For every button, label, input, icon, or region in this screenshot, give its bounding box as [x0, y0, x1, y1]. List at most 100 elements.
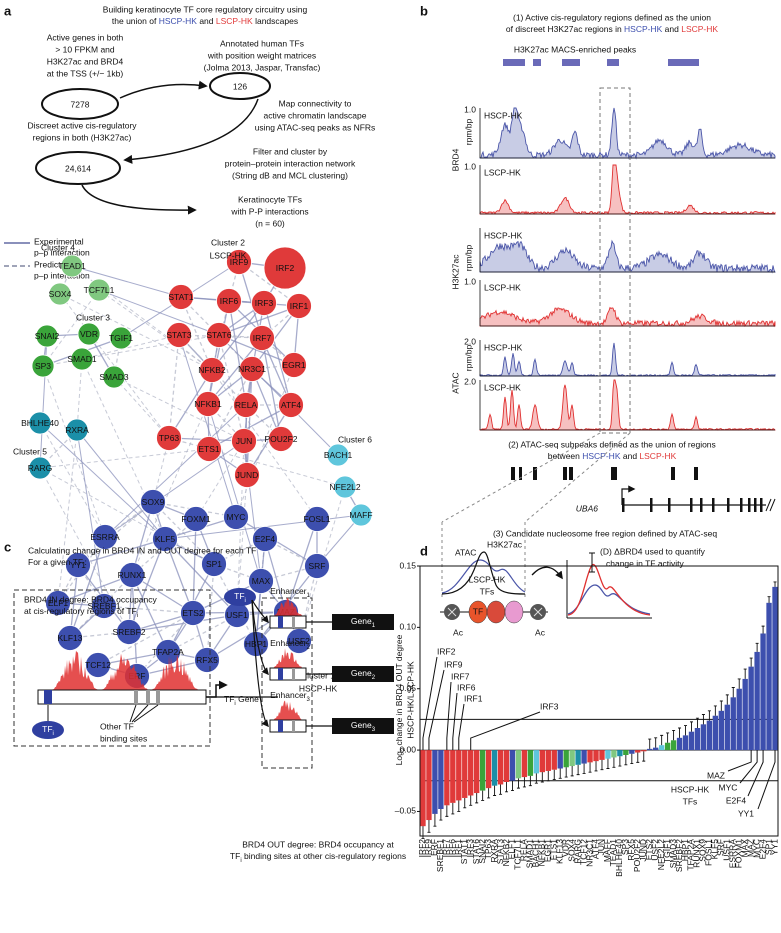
- count-ellipse: [209, 72, 271, 100]
- assay-label: H3K27ac: [450, 254, 460, 290]
- node-label: FOXM1: [181, 514, 211, 524]
- exon: [727, 498, 730, 512]
- network-edge: [164, 538, 238, 616]
- connector: [133, 704, 159, 723]
- network-edge: [207, 300, 230, 405]
- error-bar: [743, 668, 747, 679]
- locus: [37, 689, 207, 705]
- error-bar: [564, 767, 568, 778]
- dashed-box: [13, 589, 211, 747]
- node-label: FOSL1: [304, 514, 331, 524]
- tf-site: [278, 616, 283, 628]
- label-part: TF: [234, 591, 244, 601]
- y-tick-label: 0.10: [399, 622, 416, 632]
- label: p–p interaction: [34, 270, 90, 280]
- network-edge: [211, 369, 318, 520]
- cluster-label: Cluster 5: [13, 446, 47, 456]
- other-site: [156, 690, 160, 704]
- network-edge: [98, 289, 213, 371]
- bar: [694, 728, 701, 751]
- network-edge: [218, 334, 295, 366]
- network-node: [286, 293, 312, 319]
- x-tick-label: SREBF2: [674, 839, 684, 872]
- network-node: [102, 365, 126, 389]
- y-tick-label: 0.05: [399, 683, 416, 693]
- cluster-label: LSCP-HK: [210, 250, 247, 260]
- node-label: SRF: [309, 561, 326, 571]
- exon: [712, 498, 715, 512]
- network-edge: [192, 518, 197, 614]
- bar: [438, 750, 444, 809]
- network-node: [140, 489, 166, 515]
- bar: [551, 750, 557, 770]
- error-bar: [516, 778, 520, 789]
- track-scale: 1.0: [464, 104, 476, 114]
- node-label: IRF9: [230, 257, 249, 267]
- brd4-signal: [272, 648, 304, 668]
- node-label: TCF12: [85, 660, 111, 670]
- node-label: HBP1: [245, 639, 267, 649]
- bar: [754, 651, 760, 751]
- network-node: [304, 553, 330, 579]
- node-label: TGIF1: [109, 333, 133, 343]
- network-edge: [104, 404, 247, 538]
- bar: [700, 724, 707, 751]
- highlight-box: [599, 87, 631, 434]
- error-bar: [731, 687, 735, 698]
- label: TFi: [42, 724, 54, 736]
- label-part: Gene: [236, 694, 259, 704]
- annotation-leader: [428, 669, 445, 751]
- error-bar: [475, 793, 479, 804]
- error-bar: [755, 642, 759, 652]
- error-bar: [624, 755, 628, 766]
- peak-region: [562, 59, 580, 66]
- node-label: YY1: [70, 560, 86, 570]
- label-part: binding sites at other cis-regulatory re…: [242, 851, 406, 861]
- delta-red: [567, 564, 651, 616]
- x-tick-label: BHLHE40: [614, 839, 624, 877]
- error-bar: [713, 705, 717, 716]
- label-part: 3: [372, 727, 376, 733]
- network-edge: [57, 574, 133, 604]
- zoom-line: [441, 432, 601, 523]
- signal-area: [479, 306, 776, 328]
- network-edge: [218, 334, 245, 442]
- error-bar: [522, 777, 526, 788]
- error-bar: [433, 813, 437, 827]
- nucleosome-mark: [533, 607, 543, 617]
- network-node: [263, 246, 307, 290]
- annotation: IRF7: [451, 671, 470, 681]
- network-edge: [246, 368, 253, 476]
- network-node: [28, 456, 52, 480]
- label: Gene2: [351, 668, 376, 680]
- label: Predicted: [34, 259, 70, 269]
- label: Discreet active cis-regulatory: [27, 120, 137, 130]
- tf-ellipse: [224, 588, 256, 606]
- network-edge: [42, 365, 106, 538]
- error-bar: [510, 780, 514, 792]
- x-tick-label: ELF1: [507, 839, 517, 860]
- network-node: [70, 347, 94, 371]
- bar: [688, 731, 695, 751]
- track-name: LSCP-HK: [484, 167, 521, 177]
- y-tick-label: –0.05: [395, 806, 417, 816]
- network-node: [166, 322, 192, 348]
- network-edge: [207, 403, 262, 582]
- y-tick-label: 0.15: [399, 560, 416, 570]
- bar: [652, 747, 659, 751]
- bar: [629, 750, 635, 754]
- count-ellipse: [35, 151, 121, 185]
- network-edge: [98, 289, 220, 336]
- error-bar: [612, 757, 616, 768]
- network-node: [109, 326, 133, 350]
- bar: [462, 750, 468, 798]
- track-name: LSCP-HK: [484, 382, 521, 392]
- label-part: i: [137, 613, 138, 619]
- arrow: [81, 184, 197, 215]
- network-edge: [77, 501, 154, 566]
- bar: [742, 678, 748, 751]
- inset-atac: [441, 551, 526, 595]
- tf-ellipse: [32, 721, 64, 739]
- label-part: Enhancer: [270, 638, 307, 648]
- error-bar: [761, 625, 765, 634]
